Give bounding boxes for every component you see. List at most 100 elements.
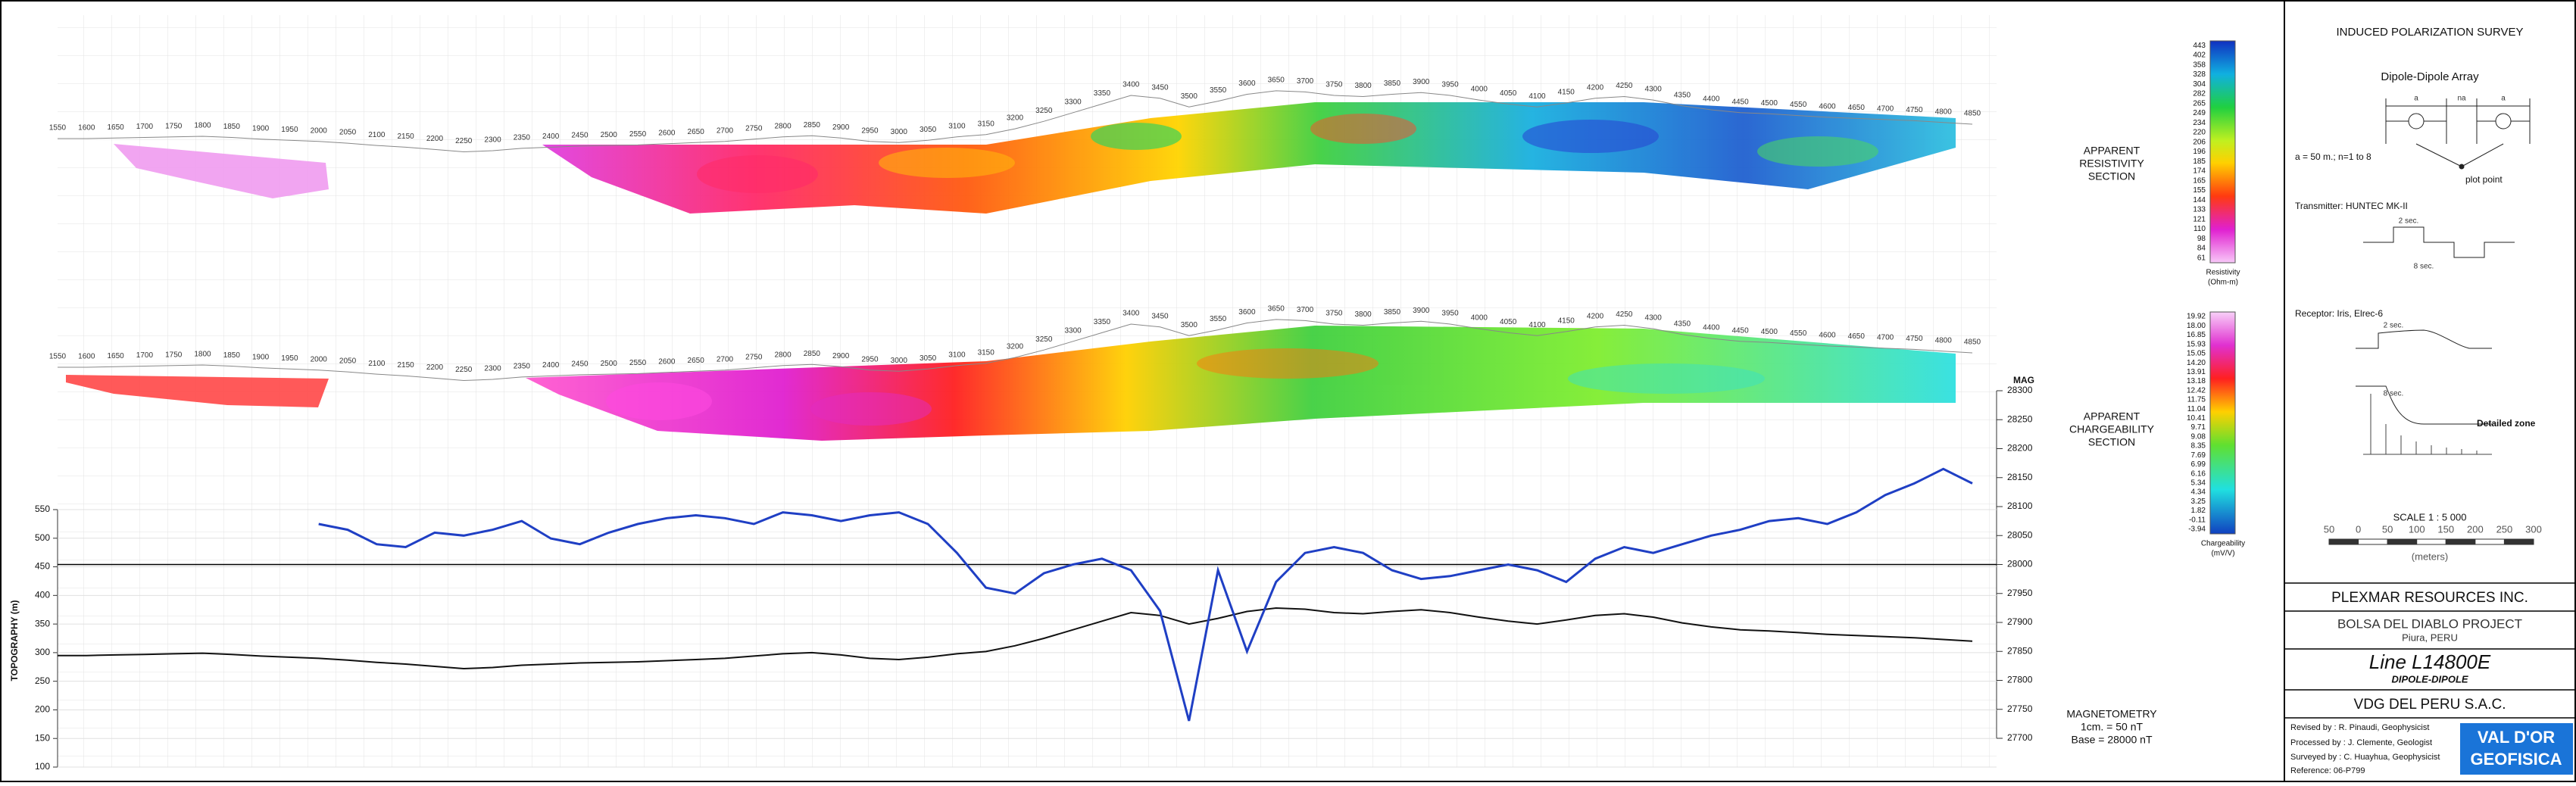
colorbar-unit: Chargeability (2201, 540, 2245, 548)
title-block: INDUCED POLARIZATION SURVEY Dipole-Dipol… (2284, 26, 2576, 775)
colorbar-label: -3.94 (2188, 526, 2206, 534)
station-label: 1950 (281, 126, 298, 134)
colorbar-unit: Resistivity (2206, 269, 2240, 277)
station-label: 3550 (1210, 86, 1227, 95)
station-label: 4600 (1819, 103, 1836, 111)
colorbar-label: 165 (2193, 176, 2206, 185)
station-label: 2800 (774, 351, 792, 359)
y2-tick-label: 28050 (2007, 529, 2033, 540)
station-label: 2350 (514, 134, 531, 142)
station-label: 3850 (1384, 308, 1401, 317)
scale-tick-label: 50 (2382, 523, 2393, 535)
station-label: 4050 (1500, 318, 1517, 326)
tx-on: 2 sec. (2399, 217, 2419, 226)
chargeability-section (66, 326, 1956, 441)
station-label: 4600 (1819, 332, 1836, 340)
station-label: 1550 (49, 124, 67, 133)
station-label: 3900 (1413, 78, 1430, 86)
client: PLEXMAR RESOURCES INC. (2331, 590, 2528, 606)
station-label: 3250 (1035, 335, 1053, 344)
station-label: 3100 (948, 122, 966, 130)
colorbar-label: 13.91 (2187, 368, 2206, 376)
scale-segment (2503, 538, 2534, 545)
detailed-zone: Detailed zone (2477, 418, 2536, 429)
station-label: 4050 (1500, 89, 1517, 98)
station-label: 3750 (1325, 81, 1343, 89)
station-label: 4500 (1761, 99, 1778, 108)
resistivity-section (114, 102, 1956, 214)
station-label: 3450 (1151, 83, 1169, 92)
station-label: 3350 (1094, 318, 1111, 326)
station-label: 3400 (1123, 310, 1140, 318)
station-label: 2850 (804, 121, 821, 129)
station-label: 2200 (426, 363, 444, 372)
project: BOLSA DEL DIABLO PROJECT (2337, 616, 2522, 631)
station-label: 3800 (1355, 82, 1372, 90)
y-tick-label: 450 (35, 561, 50, 572)
station-label: 2700 (717, 355, 734, 363)
y2-tick-label: 27950 (2007, 588, 2033, 598)
y2-tick-label: 27750 (2007, 703, 2033, 714)
colorbar-label: 1.82 (2191, 507, 2206, 515)
station-label: 4250 (1616, 310, 1633, 319)
colorbar-label: 15.93 (2187, 340, 2206, 348)
station-label: 2750 (745, 353, 763, 361)
tx-waveform (2363, 226, 2515, 258)
y2-tick-label: 27900 (2007, 616, 2033, 627)
station-label: 2950 (861, 126, 879, 135)
scale-segment (2358, 538, 2388, 545)
colorbar-label: 18.00 (2187, 322, 2206, 330)
station-label: 1800 (194, 122, 211, 130)
station-label: 2750 (745, 124, 763, 133)
colorbar-label: 144 (2193, 196, 2206, 204)
station-label: 3800 (1355, 310, 1372, 319)
array-diagram (2385, 98, 2531, 170)
station-label: 4850 (1964, 338, 1981, 347)
station-label: 2400 (542, 361, 560, 370)
y-tick-label: 300 (35, 647, 50, 657)
colorbar-label: 265 (2193, 99, 2206, 108)
method: DIPOLE-DIPOLE (2391, 673, 2468, 685)
station-label: 2550 (629, 130, 647, 139)
station-label: 3000 (891, 357, 908, 365)
logo-text: GEOFISICA (2470, 750, 2562, 769)
station-label: 2650 (688, 357, 705, 365)
scale-tick-label: 150 (2437, 523, 2454, 535)
resistivity-colorbar (2209, 40, 2236, 264)
scale-unit: (meters) (2412, 551, 2448, 562)
y2-tick-label: 27700 (2007, 732, 2033, 743)
station-label: 3300 (1064, 326, 1082, 335)
station-label: 2200 (426, 135, 444, 143)
section-label: Base = 28000 nT (2071, 734, 2152, 746)
y2-tick-label: 28000 (2007, 559, 2033, 569)
colorbar-label: 121 (2193, 215, 2206, 223)
station-label: 1750 (165, 351, 183, 359)
station-label: 2900 (832, 352, 850, 360)
station-label: 1900 (252, 124, 270, 133)
colorbar-label: 196 (2193, 148, 2206, 156)
section-label: SECTION (2088, 436, 2135, 448)
station-label: 2050 (339, 129, 357, 137)
colorbar-label: 8.35 (2191, 442, 2206, 451)
station-label: 2400 (542, 133, 560, 141)
station-label: 2250 (455, 366, 473, 374)
section-label: CHARGEABILITY (2069, 423, 2155, 435)
station-label: 3850 (1384, 80, 1401, 88)
station-label: 4200 (1587, 83, 1604, 92)
scale-segment (2445, 538, 2476, 545)
colorbar-label: 61 (2197, 254, 2206, 262)
rx-waveform (2356, 329, 2492, 425)
spacing: a = 50 m.; n=1 to 8 (2295, 151, 2371, 162)
colorbar-label: 220 (2193, 129, 2206, 137)
station-label: 4700 (1877, 105, 1894, 114)
scale: SCALE 1 : 5 000 (2393, 511, 2467, 522)
colorbar-label: 6.16 (2191, 469, 2206, 478)
station-label: 1750 (165, 122, 183, 130)
station-label: 4000 (1471, 86, 1488, 94)
y-tick-label: 200 (35, 704, 50, 715)
station-label: 2650 (688, 128, 705, 136)
colorbar-label: 84 (2197, 245, 2206, 253)
colorbar-label: 10.41 (2187, 414, 2206, 423)
station-label: 1650 (107, 123, 124, 132)
